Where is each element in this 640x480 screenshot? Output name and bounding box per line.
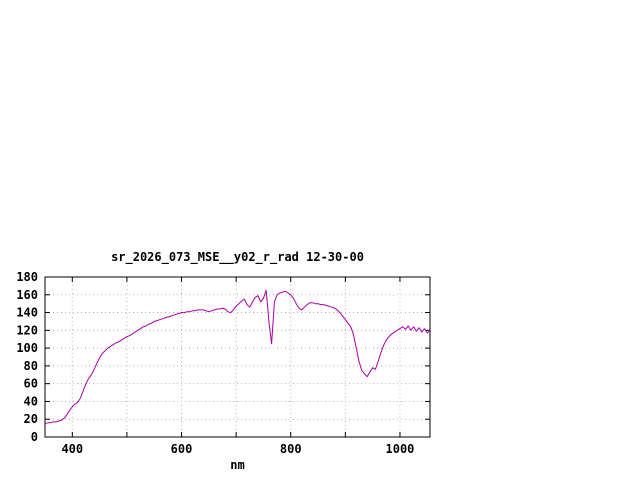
y-tick-label: 0 [31,430,38,444]
x-axis-title: nm [230,458,245,472]
x-tick-label: 400 [61,442,83,456]
x-tick-label: 600 [171,442,193,456]
y-tick-label: 140 [16,306,38,320]
series-line [44,289,431,425]
y-tick-label: 60 [24,377,38,391]
y-tick-label: 80 [24,359,38,373]
plot-border [44,276,431,438]
y-tick-label: 100 [16,341,38,355]
y-tick-label: 160 [16,288,38,302]
y-tick-label: 40 [24,394,38,408]
x-tick-label: 800 [280,442,302,456]
x-tick-label: 1000 [386,442,415,456]
y-tick-label: 20 [24,412,38,426]
y-tick-label: 180 [16,270,38,284]
y-tick-label: 120 [16,323,38,337]
chart-title: sr_2026_073_MSE__y02_r_rad 12-30-00 [111,250,364,264]
